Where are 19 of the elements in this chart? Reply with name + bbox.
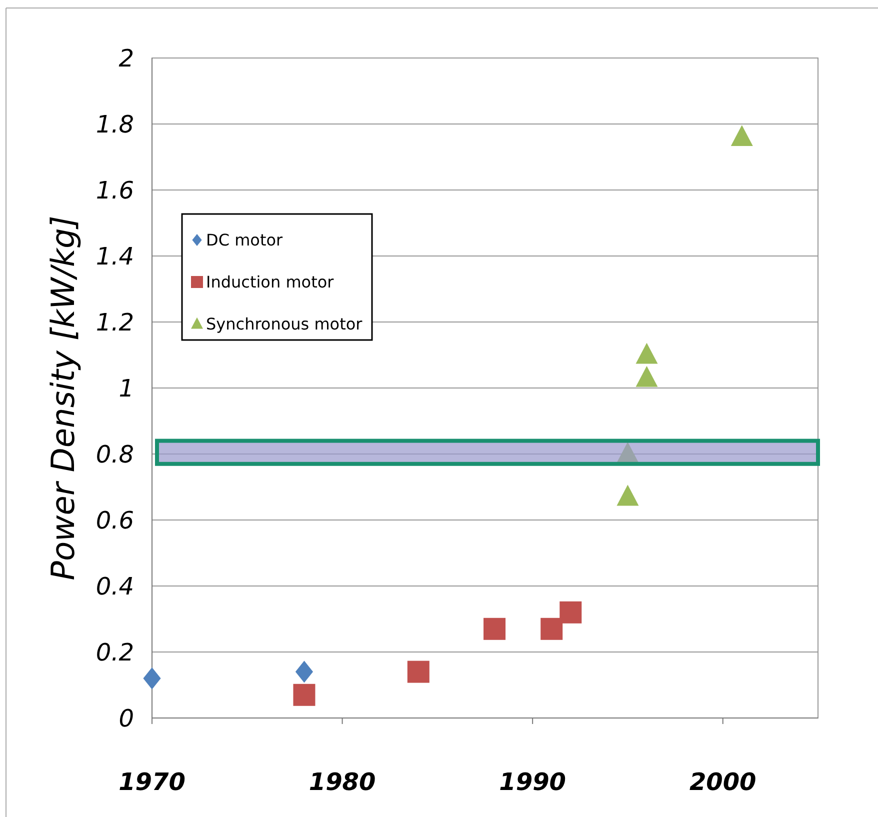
- x-tick-label: 1990: [499, 768, 566, 796]
- y-tick-label: 1.2: [96, 308, 134, 336]
- x-tick-label: 1980: [308, 768, 376, 796]
- y-tick-label: 0.4: [96, 572, 134, 600]
- y-axis-title: Power Density [kW/kg]: [44, 216, 82, 580]
- y-tick-label: 1.8: [96, 110, 134, 138]
- legend-label: DC motor: [206, 230, 284, 250]
- x-tick-label: 1970: [118, 768, 186, 796]
- legend-label: Induction motor: [206, 272, 334, 292]
- y-tick-label: 0.6: [96, 506, 134, 534]
- legend-label: Synchronous motor: [206, 314, 363, 334]
- y-tick-label: 2: [118, 44, 134, 72]
- x-tick-label: 2000: [689, 768, 756, 796]
- y-tick-label: 0: [118, 704, 134, 732]
- y-tick-label: 1: [118, 374, 134, 402]
- y-tick-label: 0.8: [96, 440, 134, 468]
- y-tick-label: 1.4: [96, 242, 134, 270]
- y-tick-label: 1.6: [96, 176, 134, 204]
- y-tick-label: 0.2: [96, 638, 134, 666]
